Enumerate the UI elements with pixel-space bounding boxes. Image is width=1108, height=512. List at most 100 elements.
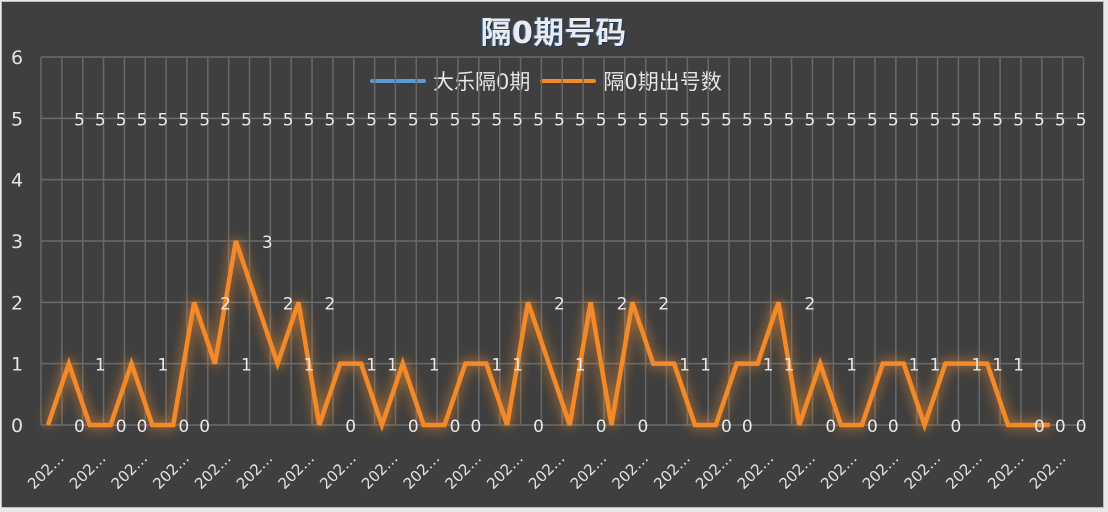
data-label: 1 [366,356,377,376]
data-label: 5 [658,110,669,130]
data-label: 5 [157,110,168,130]
data-label: 0 [74,417,85,437]
legend: 大乐隔0期 隔0期出号数 [370,66,722,96]
x-axis: 202…202…202…202…202…202…202…202…202…202…… [24,449,1069,493]
data-label: 2 [617,294,628,314]
data-label: 5 [909,110,920,130]
data-label: 1 [157,356,168,376]
data-label: 5 [971,110,982,130]
data-label: 5 [721,110,732,130]
data-label: 0 [637,417,648,437]
x-tick-label: 202… [817,449,861,493]
series-line-orange[interactable] [45,240,1050,432]
data-label: 2 [554,294,565,314]
x-tick-label: 202… [608,449,652,493]
data-label: 5 [951,110,962,130]
x-tick-label: 202… [316,449,360,493]
data-label: 0 [178,417,189,437]
data-label: 1 [429,356,440,376]
x-tick-label: 202… [567,449,611,493]
data-label: 5 [1013,110,1024,130]
data-label: 5 [1076,110,1087,130]
x-tick-label: 202… [400,449,444,493]
data-label: 5 [784,110,795,130]
data-label: 5 [637,110,648,130]
data-label: 1 [763,356,774,376]
data-label: 0 [345,417,356,437]
x-tick-label: 202… [859,449,903,493]
data-label: 0 [471,417,482,437]
data-label: 5 [992,110,1003,130]
x-tick-label: 202… [233,449,277,493]
data-label: 5 [1055,110,1066,130]
data-label: 1 [992,356,1003,376]
x-tick-label: 202… [275,449,319,493]
data-label: 0 [951,417,962,437]
legend-swatch-blue-line-icon [370,79,426,83]
data-label: 2 [804,294,815,314]
data-label: 5 [324,110,335,130]
data-label: 1 [491,356,502,376]
data-label: 5 [596,110,607,130]
data-label: 5 [74,110,85,130]
data-label: 1 [700,356,711,376]
data-label: 1 [846,356,857,376]
data-label: 3 [262,233,273,253]
data-label: 1 [679,356,690,376]
data-label: 5 [241,110,252,130]
legend-item-series-2[interactable]: 隔0期出号数 [540,66,722,96]
data-label: 5 [387,110,398,130]
x-tick-label: 202… [483,449,527,493]
legend-item-series-1[interactable]: 大乐隔0期 [370,66,530,96]
x-tick-label: 202… [901,449,945,493]
y-axis: 0 1 2 3 4 5 6 [11,47,23,437]
x-tick-label: 202… [149,449,193,493]
data-label: 2 [283,294,294,314]
x-tick-label: 202… [775,449,819,493]
data-label: 0 [742,417,753,437]
data-label: 1 [575,356,586,376]
data-label: 0 [867,417,878,437]
data-label: 5 [345,110,356,130]
data-label: 5 [679,110,690,130]
data-label: 0 [1034,417,1045,437]
legend-label: 隔0期出号数 [603,70,722,94]
data-label: 5 [95,110,106,130]
data-label: 5 [763,110,774,130]
data-label: 5 [220,110,231,130]
data-label: 5 [471,110,482,130]
data-label: 1 [784,356,795,376]
data-label: 0 [721,417,732,437]
data-label: 5 [617,110,628,130]
data-label: 5 [512,110,523,130]
x-tick-label: 202… [191,449,235,493]
data-label: 0 [450,417,461,437]
legend-swatch-orange-line-icon [540,79,597,83]
y-tick-label: 2 [11,292,23,314]
data-label: 1 [1013,356,1024,376]
y-tick-label: 6 [11,47,23,69]
data-label: 1 [387,356,398,376]
x-tick-label: 202… [24,449,68,493]
legend-label: 大乐隔0期 [433,70,531,94]
data-label: 0 [533,417,544,437]
data-label: 0 [1055,417,1066,437]
data-label: 1 [930,356,941,376]
data-label: 5 [888,110,899,130]
data-label: 0 [137,417,148,437]
data-label: 2 [658,294,669,314]
y-tick-label: 4 [11,170,23,192]
data-label: 1 [512,356,523,376]
data-label: 0 [1076,417,1087,437]
data-label: 5 [408,110,419,130]
data-label: 5 [700,110,711,130]
x-tick-label: 202… [525,449,569,493]
data-label: 5 [450,110,461,130]
y-tick-label: 1 [11,354,23,376]
data-label: 5 [533,110,544,130]
x-tick-label: 202… [734,449,778,493]
data-label: 2 [324,294,335,314]
